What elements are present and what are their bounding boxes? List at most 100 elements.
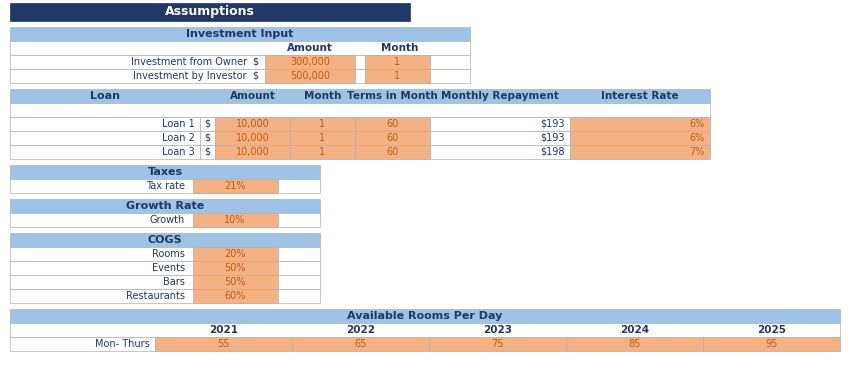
Bar [200, 117, 215, 131]
Text: 1: 1 [320, 147, 326, 157]
Bar [292, 337, 429, 351]
Text: 1: 1 [320, 133, 326, 143]
Text: Assumptions: Assumptions [165, 6, 255, 19]
Text: 1: 1 [320, 119, 326, 129]
Bar [355, 131, 430, 145]
Text: Investment from Owner: Investment from Owner [131, 57, 247, 67]
Bar [193, 213, 278, 227]
Text: Loan 2: Loan 2 [162, 133, 195, 143]
Bar [10, 199, 320, 213]
Bar [10, 179, 320, 193]
Bar [365, 55, 430, 69]
Bar [703, 337, 840, 351]
Bar [430, 117, 570, 131]
Bar [10, 117, 200, 131]
Bar [10, 55, 470, 69]
Text: Investment by Investor: Investment by Investor [133, 71, 247, 81]
Bar [10, 69, 470, 83]
Text: 500,000: 500,000 [290, 71, 330, 81]
Text: 7%: 7% [689, 147, 705, 157]
Bar [265, 69, 355, 83]
Text: Growth: Growth [150, 215, 185, 225]
Bar [10, 289, 320, 303]
Bar [566, 337, 703, 351]
Text: $193: $193 [541, 119, 565, 129]
Text: $: $ [205, 133, 211, 143]
Text: 50%: 50% [224, 263, 246, 273]
Bar [429, 337, 566, 351]
Text: 2023: 2023 [483, 325, 512, 335]
Bar [10, 247, 320, 261]
Text: Available Rooms Per Day: Available Rooms Per Day [348, 311, 502, 321]
Bar [193, 179, 278, 193]
Bar [10, 3, 410, 21]
Bar [430, 131, 570, 145]
Bar [570, 145, 710, 159]
Bar [265, 55, 355, 69]
Text: 10%: 10% [224, 215, 246, 225]
Text: 1: 1 [394, 71, 400, 81]
Bar [215, 145, 290, 159]
Bar [10, 323, 840, 337]
Bar [10, 337, 155, 351]
Text: 2024: 2024 [620, 325, 649, 335]
Text: 10,000: 10,000 [235, 133, 269, 143]
Text: Rooms: Rooms [152, 249, 185, 259]
Text: $: $ [205, 119, 211, 129]
Bar [10, 261, 320, 275]
Bar [193, 261, 278, 275]
Text: 2021: 2021 [209, 325, 238, 335]
Text: Mon- Thurs: Mon- Thurs [95, 339, 150, 349]
Text: 2025: 2025 [757, 325, 786, 335]
Text: Events: Events [152, 263, 185, 273]
Text: 1: 1 [394, 57, 400, 67]
Text: Month: Month [303, 91, 341, 101]
Bar [193, 289, 278, 303]
Bar [430, 145, 570, 159]
Text: Taxes: Taxes [147, 167, 183, 177]
Bar [570, 117, 710, 131]
Text: 2022: 2022 [346, 325, 375, 335]
Bar [290, 145, 355, 159]
Text: 75: 75 [491, 339, 504, 349]
Bar [290, 131, 355, 145]
Text: Terms in Month: Terms in Month [347, 91, 438, 101]
Text: 6%: 6% [689, 119, 705, 129]
Text: 50%: 50% [224, 277, 246, 287]
Text: 60%: 60% [224, 291, 246, 301]
Bar [10, 27, 470, 41]
Bar [10, 145, 200, 159]
Bar [10, 103, 710, 117]
Bar [215, 117, 290, 131]
Bar [10, 131, 200, 145]
Text: Monthly Repayment: Monthly Repayment [441, 91, 559, 101]
Text: 85: 85 [628, 339, 641, 349]
Text: 65: 65 [354, 339, 366, 349]
Text: Bars: Bars [163, 277, 185, 287]
Text: 10,000: 10,000 [235, 147, 269, 157]
Text: 60: 60 [387, 147, 399, 157]
Text: $193: $193 [541, 133, 565, 143]
Bar [570, 131, 710, 145]
Text: Loan: Loan [90, 91, 120, 101]
Text: 300,000: 300,000 [290, 57, 330, 67]
Text: Investment Input: Investment Input [186, 29, 294, 39]
Text: Amount: Amount [287, 43, 333, 53]
Bar [10, 41, 470, 55]
Text: 10,000: 10,000 [235, 119, 269, 129]
Bar [10, 213, 320, 227]
Bar [10, 89, 710, 103]
Bar [200, 145, 215, 159]
Text: COGS: COGS [148, 235, 182, 245]
Text: $: $ [205, 147, 211, 157]
Text: 20%: 20% [224, 249, 246, 259]
Bar [10, 233, 320, 247]
Bar [10, 275, 320, 289]
Bar [10, 165, 320, 179]
Text: Loan 3: Loan 3 [162, 147, 195, 157]
Text: Tax rate: Tax rate [146, 181, 185, 191]
Text: Month: Month [382, 43, 419, 53]
Text: Restaurants: Restaurants [126, 291, 185, 301]
Text: 95: 95 [765, 339, 778, 349]
Text: Growth Rate: Growth Rate [126, 201, 204, 211]
